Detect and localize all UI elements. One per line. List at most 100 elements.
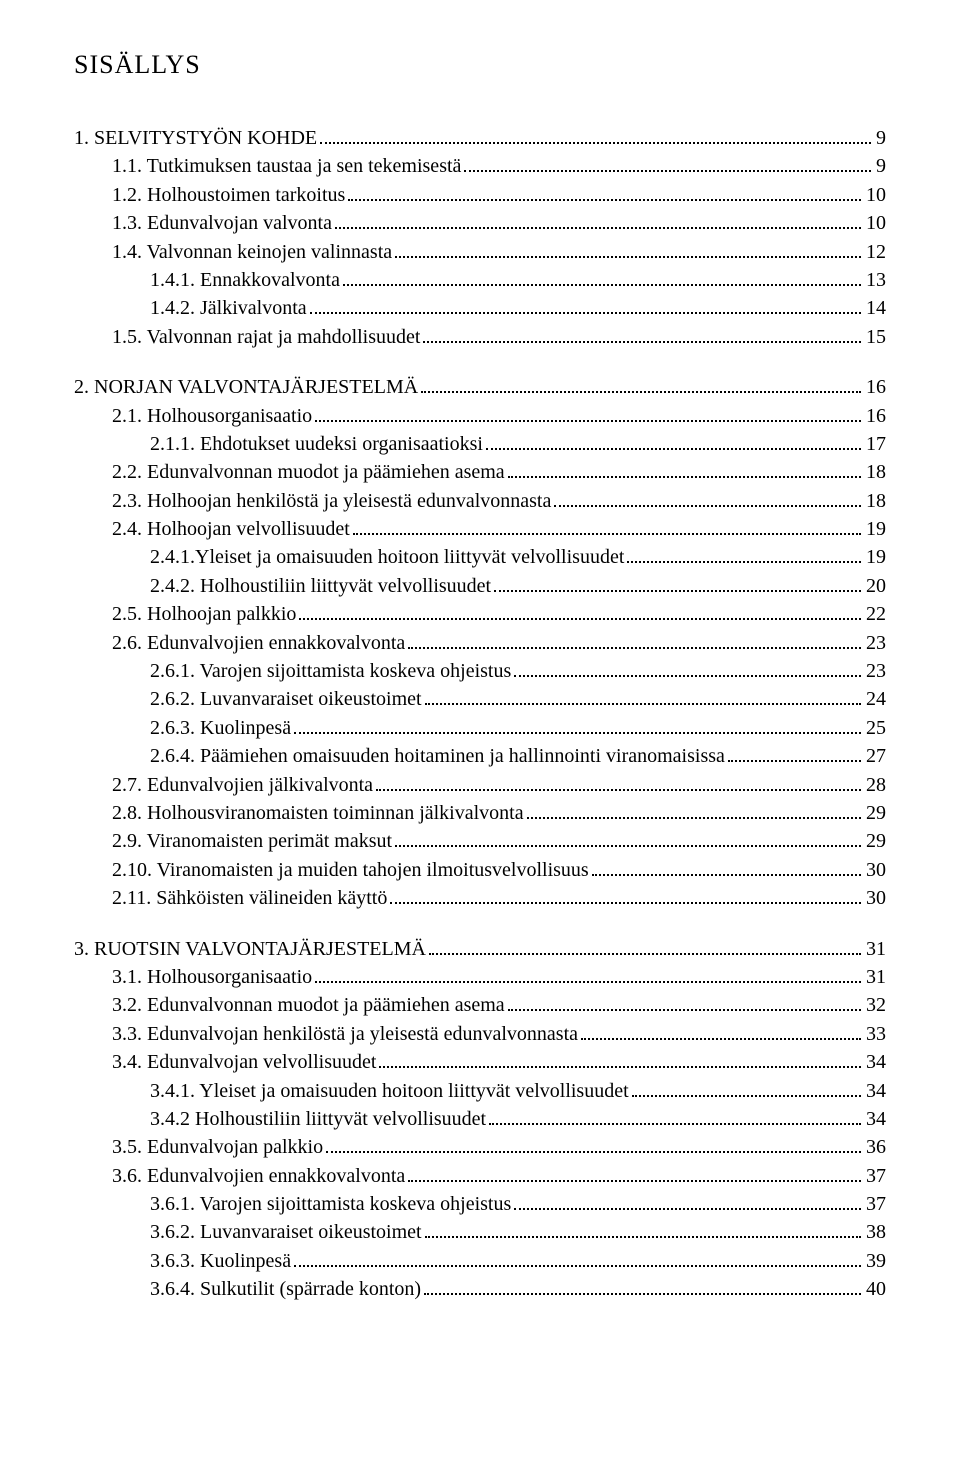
toc-entry: 1.5. Valvonnan rajat ja mahdollisuudet15 bbox=[74, 323, 886, 351]
section-gap bbox=[74, 351, 886, 373]
table-of-contents: 1. SELVITYSTYÖN KOHDE91.1. Tutkimuksen t… bbox=[74, 124, 886, 1304]
toc-entry-label: 3.3. Edunvalvojan henkilöstä ja yleisest… bbox=[112, 1020, 578, 1048]
toc-entry-page: 23 bbox=[864, 629, 886, 657]
toc-entry-label: 2.6.1. Varojen sijoittamista koskeva ohj… bbox=[150, 657, 511, 685]
toc-entry-page: 31 bbox=[864, 935, 886, 963]
toc-entry: 1.4. Valvonnan keinojen valinnasta 12 bbox=[74, 238, 886, 266]
toc-entry-page: 37 bbox=[864, 1190, 886, 1218]
toc-entry: 2.6.3. Kuolinpesä25 bbox=[74, 714, 886, 742]
toc-leader-dots bbox=[514, 657, 861, 677]
toc-entry: 1.4.1. Ennakkovalvonta13 bbox=[74, 266, 886, 294]
toc-entry: 2.3. Holhoojan henkilöstä ja yleisestä e… bbox=[74, 487, 886, 515]
toc-leader-dots bbox=[508, 458, 861, 478]
toc-entry: 3.6. Edunvalvojien ennakkovalvonta37 bbox=[74, 1162, 886, 1190]
toc-leader-dots bbox=[632, 1077, 861, 1097]
toc-leader-dots bbox=[343, 266, 861, 286]
toc-entry: 3.2. Edunvalvonnan muodot ja päämiehen a… bbox=[74, 991, 886, 1019]
toc-entry: 3.6.4. Sulkutilit (spärrade konton)40 bbox=[74, 1275, 886, 1303]
toc-leader-dots bbox=[425, 685, 861, 705]
toc-entry-page: 34 bbox=[864, 1077, 886, 1105]
toc-entry: 2.4.1.Yleiset ja omaisuuden hoitoon liit… bbox=[74, 543, 886, 571]
toc-entry-page: 10 bbox=[864, 209, 886, 237]
toc-entry: 2.4. Holhoojan velvollisuudet 19 bbox=[74, 515, 886, 543]
toc-entry-page: 19 bbox=[864, 515, 886, 543]
toc-leader-dots bbox=[376, 771, 861, 791]
page-title: SISÄLLYS bbox=[74, 50, 886, 80]
toc-entry-page: 15 bbox=[864, 323, 886, 351]
toc-entry-label: 2.6.2. Luvanvaraiset oikeustoimet bbox=[150, 685, 422, 713]
toc-entry-label: 1.3. Edunvalvojan valvonta bbox=[112, 209, 332, 237]
toc-entry: 3.6.3. Kuolinpesä39 bbox=[74, 1247, 886, 1275]
toc-entry: 1.1. Tutkimuksen taustaa ja sen tekemise… bbox=[74, 152, 886, 180]
toc-entry: 2.8. Holhousviranomaisten toiminnan jälk… bbox=[74, 799, 886, 827]
toc-leader-dots bbox=[408, 1162, 861, 1182]
toc-leader-dots bbox=[315, 402, 861, 422]
toc-leader-dots bbox=[379, 1048, 861, 1068]
toc-entry-label: 3.2. Edunvalvonnan muodot ja päämiehen a… bbox=[112, 991, 505, 1019]
toc-entry-page: 23 bbox=[864, 657, 886, 685]
toc-entry-page: 10 bbox=[864, 181, 886, 209]
toc-entry-label: 1.1. Tutkimuksen taustaa ja sen tekemise… bbox=[112, 152, 461, 180]
toc-entry: 3.5. Edunvalvojan palkkio36 bbox=[74, 1133, 886, 1161]
toc-entry-label: 1.4. Valvonnan keinojen valinnasta bbox=[112, 238, 392, 266]
toc-entry-label: 2.5. Holhoojan palkkio bbox=[112, 600, 296, 628]
toc-entry: 2.5. Holhoojan palkkio 22 bbox=[74, 600, 886, 628]
toc-entry: 3.3. Edunvalvojan henkilöstä ja yleisest… bbox=[74, 1020, 886, 1048]
toc-leader-dots bbox=[494, 572, 861, 592]
toc-entry: 2.6.1. Varojen sijoittamista koskeva ohj… bbox=[74, 657, 886, 685]
toc-entry-label: 1.4.2. Jälkivalvonta bbox=[150, 294, 307, 322]
toc-leader-dots bbox=[424, 1275, 861, 1295]
toc-entry-page: 37 bbox=[864, 1162, 886, 1190]
toc-entry-label: 2.8. Holhousviranomaisten toiminnan jälk… bbox=[112, 799, 524, 827]
toc-leader-dots bbox=[627, 543, 861, 563]
toc-entry-label: 3.6.1. Varojen sijoittamista koskeva ohj… bbox=[150, 1190, 511, 1218]
toc-entry-label: 2.4. Holhoojan velvollisuudet bbox=[112, 515, 350, 543]
toc-leader-dots bbox=[425, 1218, 861, 1238]
toc-entry-page: 16 bbox=[864, 373, 886, 401]
toc-leader-dots bbox=[592, 856, 861, 876]
toc-entry-page: 38 bbox=[864, 1218, 886, 1246]
toc-entry-page: 31 bbox=[864, 963, 886, 991]
toc-entry-page: 29 bbox=[864, 799, 886, 827]
toc-entry: 2.7. Edunvalvojien jälkivalvonta 28 bbox=[74, 771, 886, 799]
toc-entry: 2.6.2. Luvanvaraiset oikeustoimet24 bbox=[74, 685, 886, 713]
toc-entry-label: 3.4. Edunvalvojan velvollisuudet bbox=[112, 1048, 376, 1076]
toc-entry: 2.1.1. Ehdotukset uudeksi organisaatioks… bbox=[74, 430, 886, 458]
toc-leader-dots bbox=[581, 1020, 861, 1040]
toc-entry-label: 2. NORJAN VALVONTAJÄRJESTELMÄ bbox=[74, 373, 418, 401]
toc-leader-dots bbox=[728, 742, 861, 762]
section-gap bbox=[74, 913, 886, 935]
toc-entry: 3.4.1. Yleiset ja omaisuuden hoitoon lii… bbox=[74, 1077, 886, 1105]
toc-entry: 1.4.2. Jälkivalvonta14 bbox=[74, 294, 886, 322]
toc-leader-dots bbox=[315, 963, 861, 983]
toc-entry-label: 2.7. Edunvalvojien jälkivalvonta bbox=[112, 771, 373, 799]
toc-entry-label: 2.9. Viranomaisten perimät maksut bbox=[112, 827, 392, 855]
toc-entry-label: 3. RUOTSIN VALVONTAJÄRJESTELMÄ bbox=[74, 935, 426, 963]
toc-entry-page: 28 bbox=[864, 771, 886, 799]
toc-leader-dots bbox=[527, 799, 861, 819]
toc-entry-label: 1. SELVITYSTYÖN KOHDE bbox=[74, 124, 317, 152]
toc-entry: 2.2. Edunvalvonnan muodot ja päämiehen a… bbox=[74, 458, 886, 486]
toc-leader-dots bbox=[408, 629, 861, 649]
toc-entry-page: 29 bbox=[864, 827, 886, 855]
toc-entry-label: 1.2. Holhoustoimen tarkoitus bbox=[112, 181, 345, 209]
toc-entry-page: 17 bbox=[864, 430, 886, 458]
toc-entry-label: 2.6.3. Kuolinpesä bbox=[150, 714, 291, 742]
toc-entry-page: 20 bbox=[864, 572, 886, 600]
toc-entry: 2.6.4. Päämiehen omaisuuden hoitaminen j… bbox=[74, 742, 886, 770]
toc-entry: 1. SELVITYSTYÖN KOHDE9 bbox=[74, 124, 886, 152]
toc-leader-dots bbox=[514, 1190, 861, 1210]
toc-entry-page: 33 bbox=[864, 1020, 886, 1048]
toc-leader-dots bbox=[395, 827, 861, 847]
toc-entry-page: 18 bbox=[864, 487, 886, 515]
toc-entry-page: 12 bbox=[864, 238, 886, 266]
toc-leader-dots bbox=[489, 1105, 861, 1125]
toc-entry-page: 16 bbox=[864, 402, 886, 430]
toc-entry: 2.9. Viranomaisten perimät maksut 29 bbox=[74, 827, 886, 855]
toc-leader-dots bbox=[395, 238, 861, 258]
toc-entry-label: 2.3. Holhoojan henkilöstä ja yleisestä e… bbox=[112, 487, 551, 515]
toc-entry-page: 32 bbox=[864, 991, 886, 1019]
toc-entry-page: 22 bbox=[864, 600, 886, 628]
toc-entry-label: 2.2. Edunvalvonnan muodot ja päämiehen a… bbox=[112, 458, 505, 486]
toc-entry: 3.4.2 Holhoustiliin liittyvät velvollisu… bbox=[74, 1105, 886, 1133]
